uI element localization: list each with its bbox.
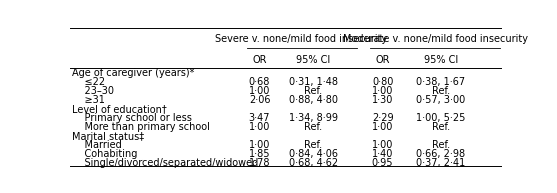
Text: Ref.: Ref.: [432, 122, 450, 132]
Text: 0·37, 2·41: 0·37, 2·41: [416, 158, 466, 168]
Text: 1·00: 1·00: [372, 122, 393, 132]
Text: Marital status‡: Marital status‡: [72, 131, 144, 141]
Text: Ref.: Ref.: [432, 86, 450, 96]
Text: Cohabiting: Cohabiting: [72, 149, 137, 159]
Text: 1·00: 1·00: [249, 86, 270, 96]
Text: 0·38, 1·67: 0·38, 1·67: [416, 77, 466, 87]
Text: 0·68, 4·62: 0·68, 4·62: [289, 158, 338, 168]
Text: 0·31, 1·48: 0·31, 1·48: [289, 77, 338, 87]
Text: 1·00, 5·25: 1·00, 5·25: [416, 113, 466, 123]
Text: 1·85: 1·85: [249, 149, 270, 159]
Text: Ref.: Ref.: [305, 86, 323, 96]
Text: 1·00: 1·00: [372, 86, 393, 96]
Text: 95% CI: 95% CI: [296, 55, 331, 65]
Text: OR: OR: [375, 55, 390, 65]
Text: 1·40: 1·40: [372, 149, 393, 159]
Text: Married: Married: [72, 140, 121, 150]
Text: 2·29: 2·29: [372, 113, 393, 123]
Text: Single/divorced/separated/widowed: Single/divorced/separated/widowed: [72, 158, 258, 168]
Text: ≤22: ≤22: [72, 77, 105, 87]
Text: Moderate v. none/mild food insecurity: Moderate v. none/mild food insecurity: [343, 34, 527, 44]
Text: Level of education†: Level of education†: [72, 104, 167, 114]
Text: 1·00: 1·00: [249, 140, 270, 150]
Text: Severe v. none/mild food insecurity: Severe v. none/mild food insecurity: [216, 34, 388, 44]
Text: Ref.: Ref.: [432, 140, 450, 150]
Text: More than primary school: More than primary school: [72, 122, 209, 132]
Text: Age of caregiver (years)*: Age of caregiver (years)*: [72, 69, 194, 78]
Text: 0·80: 0·80: [372, 77, 393, 87]
Text: 1·34, 8·99: 1·34, 8·99: [289, 113, 338, 123]
Text: 0·88, 4·80: 0·88, 4·80: [289, 95, 338, 105]
Text: 2·06: 2·06: [249, 95, 270, 105]
Text: Primary school or less: Primary school or less: [72, 113, 192, 123]
Text: 0·68: 0·68: [249, 77, 270, 87]
Text: 1·78: 1·78: [249, 158, 270, 168]
Text: OR: OR: [252, 55, 267, 65]
Text: 0·95: 0·95: [372, 158, 393, 168]
Text: Ref.: Ref.: [305, 122, 323, 132]
Text: 95% CI: 95% CI: [424, 55, 458, 65]
Text: 1·30: 1·30: [372, 95, 393, 105]
Text: ≥31: ≥31: [72, 95, 105, 105]
Text: 0·66, 2·98: 0·66, 2·98: [416, 149, 466, 159]
Text: 23–30: 23–30: [72, 86, 114, 96]
Text: 1·00: 1·00: [249, 122, 270, 132]
Text: 1·00: 1·00: [372, 140, 393, 150]
Text: 3·47: 3·47: [249, 113, 270, 123]
Text: Ref.: Ref.: [305, 140, 323, 150]
Text: 0·84, 4·06: 0·84, 4·06: [289, 149, 338, 159]
Text: 0·57, 3·00: 0·57, 3·00: [416, 95, 466, 105]
